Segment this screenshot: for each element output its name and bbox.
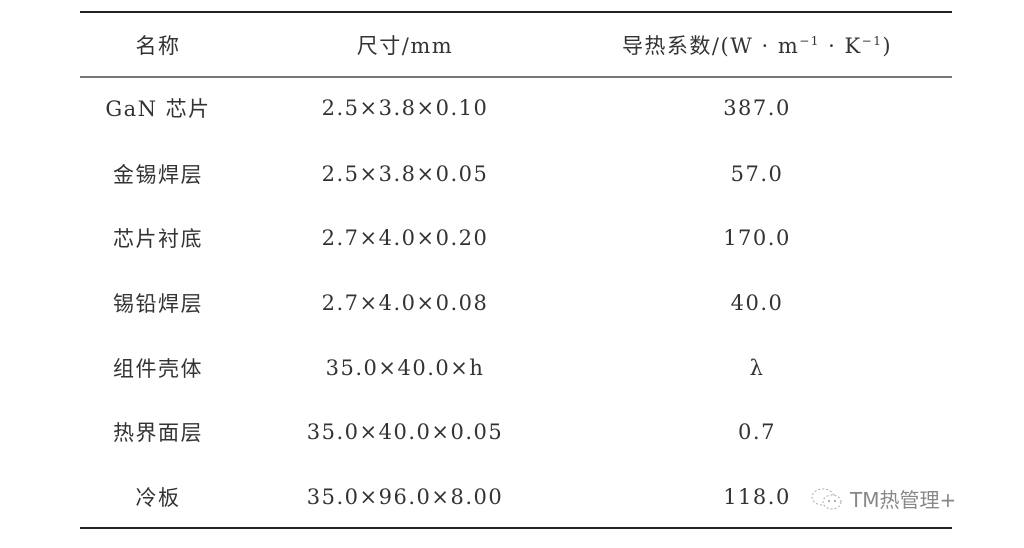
table-header-rule	[80, 76, 952, 78]
watermark-text: TM热管理+	[850, 488, 957, 512]
cell-conductivity: 0.7	[738, 420, 776, 444]
header-conductivity: 导热系数/(W · m−1 · K−1)	[621, 34, 893, 58]
watermark: TM热管理+	[810, 484, 956, 513]
cell-name: 锡铅焊层	[113, 292, 203, 316]
table-bottom-rule	[80, 527, 952, 529]
cell-conductivity: 57.0	[730, 162, 784, 186]
header-size: 尺寸/mm	[356, 34, 454, 58]
cell-size: 35.0×96.0×8.00	[306, 485, 504, 509]
header-name: 名称	[135, 34, 181, 58]
cell-name: GaN 芯片	[105, 97, 211, 121]
cell-conductivity: 170.0	[723, 226, 791, 250]
cell-conductivity: 118.0	[723, 485, 791, 509]
cell-name: 组件壳体	[113, 357, 203, 381]
table-top-rule	[80, 11, 952, 13]
cell-size: 2.5×3.8×0.05	[321, 162, 489, 186]
cell-conductivity: λ	[749, 356, 765, 380]
cell-name: 热界面层	[113, 421, 203, 445]
cell-name: 芯片衬底	[113, 227, 203, 251]
cell-size: 35.0×40.0×0.05	[306, 420, 504, 444]
cell-name: 金锡焊层	[113, 163, 203, 187]
cell-size: 2.5×3.8×0.10	[321, 96, 489, 120]
cell-name: 冷板	[135, 486, 181, 510]
cell-size: 2.7×4.0×0.08	[321, 291, 489, 315]
cell-conductivity: 40.0	[730, 291, 784, 315]
wechat-icon	[811, 488, 842, 509]
cell-size: 35.0×40.0×h	[325, 356, 485, 380]
cell-size: 2.7×4.0×0.20	[321, 226, 489, 250]
cell-conductivity: 387.0	[723, 96, 791, 120]
